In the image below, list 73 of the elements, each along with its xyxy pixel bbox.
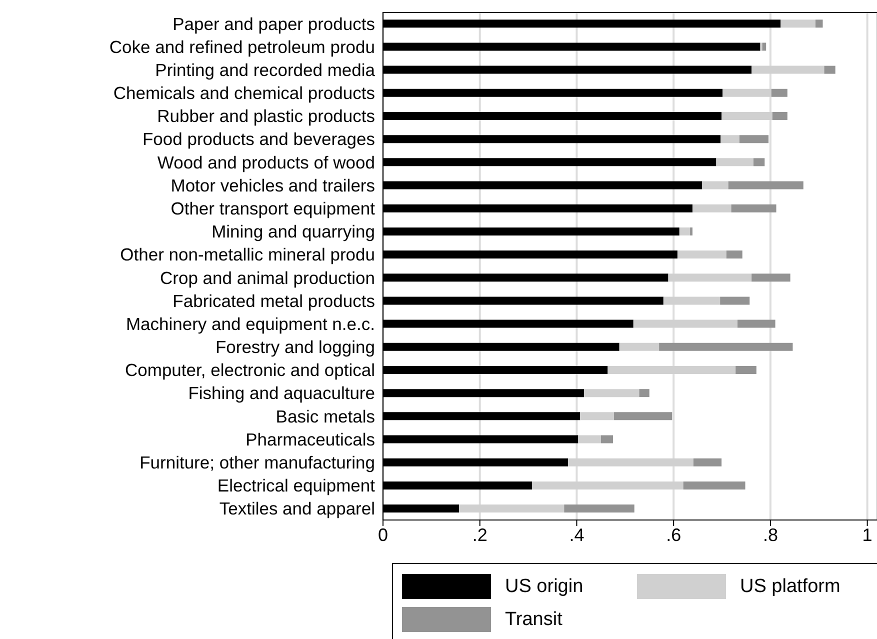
bar xyxy=(824,66,836,74)
bar xyxy=(731,204,776,212)
bar xyxy=(736,366,756,374)
y-tick-label: Paper and paper products xyxy=(172,14,376,34)
bar xyxy=(608,366,736,374)
legend-label: US origin xyxy=(505,576,584,598)
bar xyxy=(614,412,672,420)
bar xyxy=(600,435,614,444)
x-tick-label: .8 xyxy=(762,524,778,545)
y-tick-label: Food products and beverages xyxy=(142,129,376,150)
bar xyxy=(639,389,650,398)
legend-label: Transit xyxy=(505,608,562,630)
y-tick-label: Crop and animal production xyxy=(160,268,375,288)
bar xyxy=(716,158,754,166)
bar xyxy=(659,342,793,351)
bar xyxy=(693,458,722,466)
y-tick-label: Textiles and apparel xyxy=(219,498,375,519)
y-tick-label: Mining and quarrying xyxy=(212,222,375,242)
bar xyxy=(633,320,738,328)
bar xyxy=(683,481,746,490)
x-tick-label: .2 xyxy=(472,524,488,545)
bar xyxy=(772,112,788,120)
x-tick-label: .4 xyxy=(569,524,584,545)
bar xyxy=(780,20,816,28)
y-tick-label: Basic metals xyxy=(276,406,376,426)
bar xyxy=(728,181,804,190)
y-tick-label: Fishing and aquaculture xyxy=(188,383,375,404)
y-tick-label: Rubber and plastic products xyxy=(157,106,376,126)
bar xyxy=(726,250,742,259)
bar xyxy=(677,250,726,259)
bar xyxy=(584,389,640,398)
x-tick-label: .6 xyxy=(666,524,682,545)
y-tick-label: Pharmaceuticals xyxy=(246,429,376,450)
bar xyxy=(762,42,766,51)
legend-label: US platform xyxy=(740,576,840,598)
bar xyxy=(754,158,765,166)
bar xyxy=(752,274,790,282)
bar xyxy=(738,320,776,328)
bar xyxy=(459,504,564,513)
bar xyxy=(564,504,634,513)
bar xyxy=(663,296,720,305)
bar xyxy=(568,458,694,466)
bar xyxy=(692,204,732,212)
y-tick-label: Printing and recorded media xyxy=(155,60,376,80)
bar xyxy=(720,296,750,305)
bar xyxy=(679,227,690,236)
bar xyxy=(720,135,740,144)
y-tick-label: Furniture; other manufacturing xyxy=(140,452,375,472)
bar xyxy=(722,88,772,97)
y-tick-label: Forestry and logging xyxy=(215,337,375,358)
bar xyxy=(739,135,769,144)
bar xyxy=(580,412,614,420)
bar xyxy=(532,481,684,490)
bar xyxy=(619,342,660,351)
y-tick-label: Electrical equipment xyxy=(217,476,376,496)
bar xyxy=(668,274,752,282)
bar xyxy=(771,88,788,97)
bar xyxy=(815,20,823,28)
y-tick-label: Other transport equipment xyxy=(170,198,376,218)
bar xyxy=(752,66,824,74)
y-tick-label: Machinery and equipment n.e.c. xyxy=(126,314,375,334)
bar xyxy=(702,181,728,190)
x-tick-label: 0 xyxy=(378,524,388,545)
y-tick-label: Coke and refined petroleum produ xyxy=(109,36,375,57)
y-tick-label: Chemicals and chemical products xyxy=(113,83,376,104)
bar xyxy=(578,435,601,444)
y-tick-label: Wood and products of wood xyxy=(157,152,375,172)
bar xyxy=(722,112,772,120)
x-tick-label: 1 xyxy=(862,524,872,545)
y-tick-label: Other non-metallic mineral produ xyxy=(120,244,375,265)
y-tick-label: Computer, electronic and optical xyxy=(125,360,375,380)
y-tick-label: Motor vehicles and trailers xyxy=(170,175,376,196)
y-tick-label: Fabricated metal products xyxy=(172,290,376,311)
